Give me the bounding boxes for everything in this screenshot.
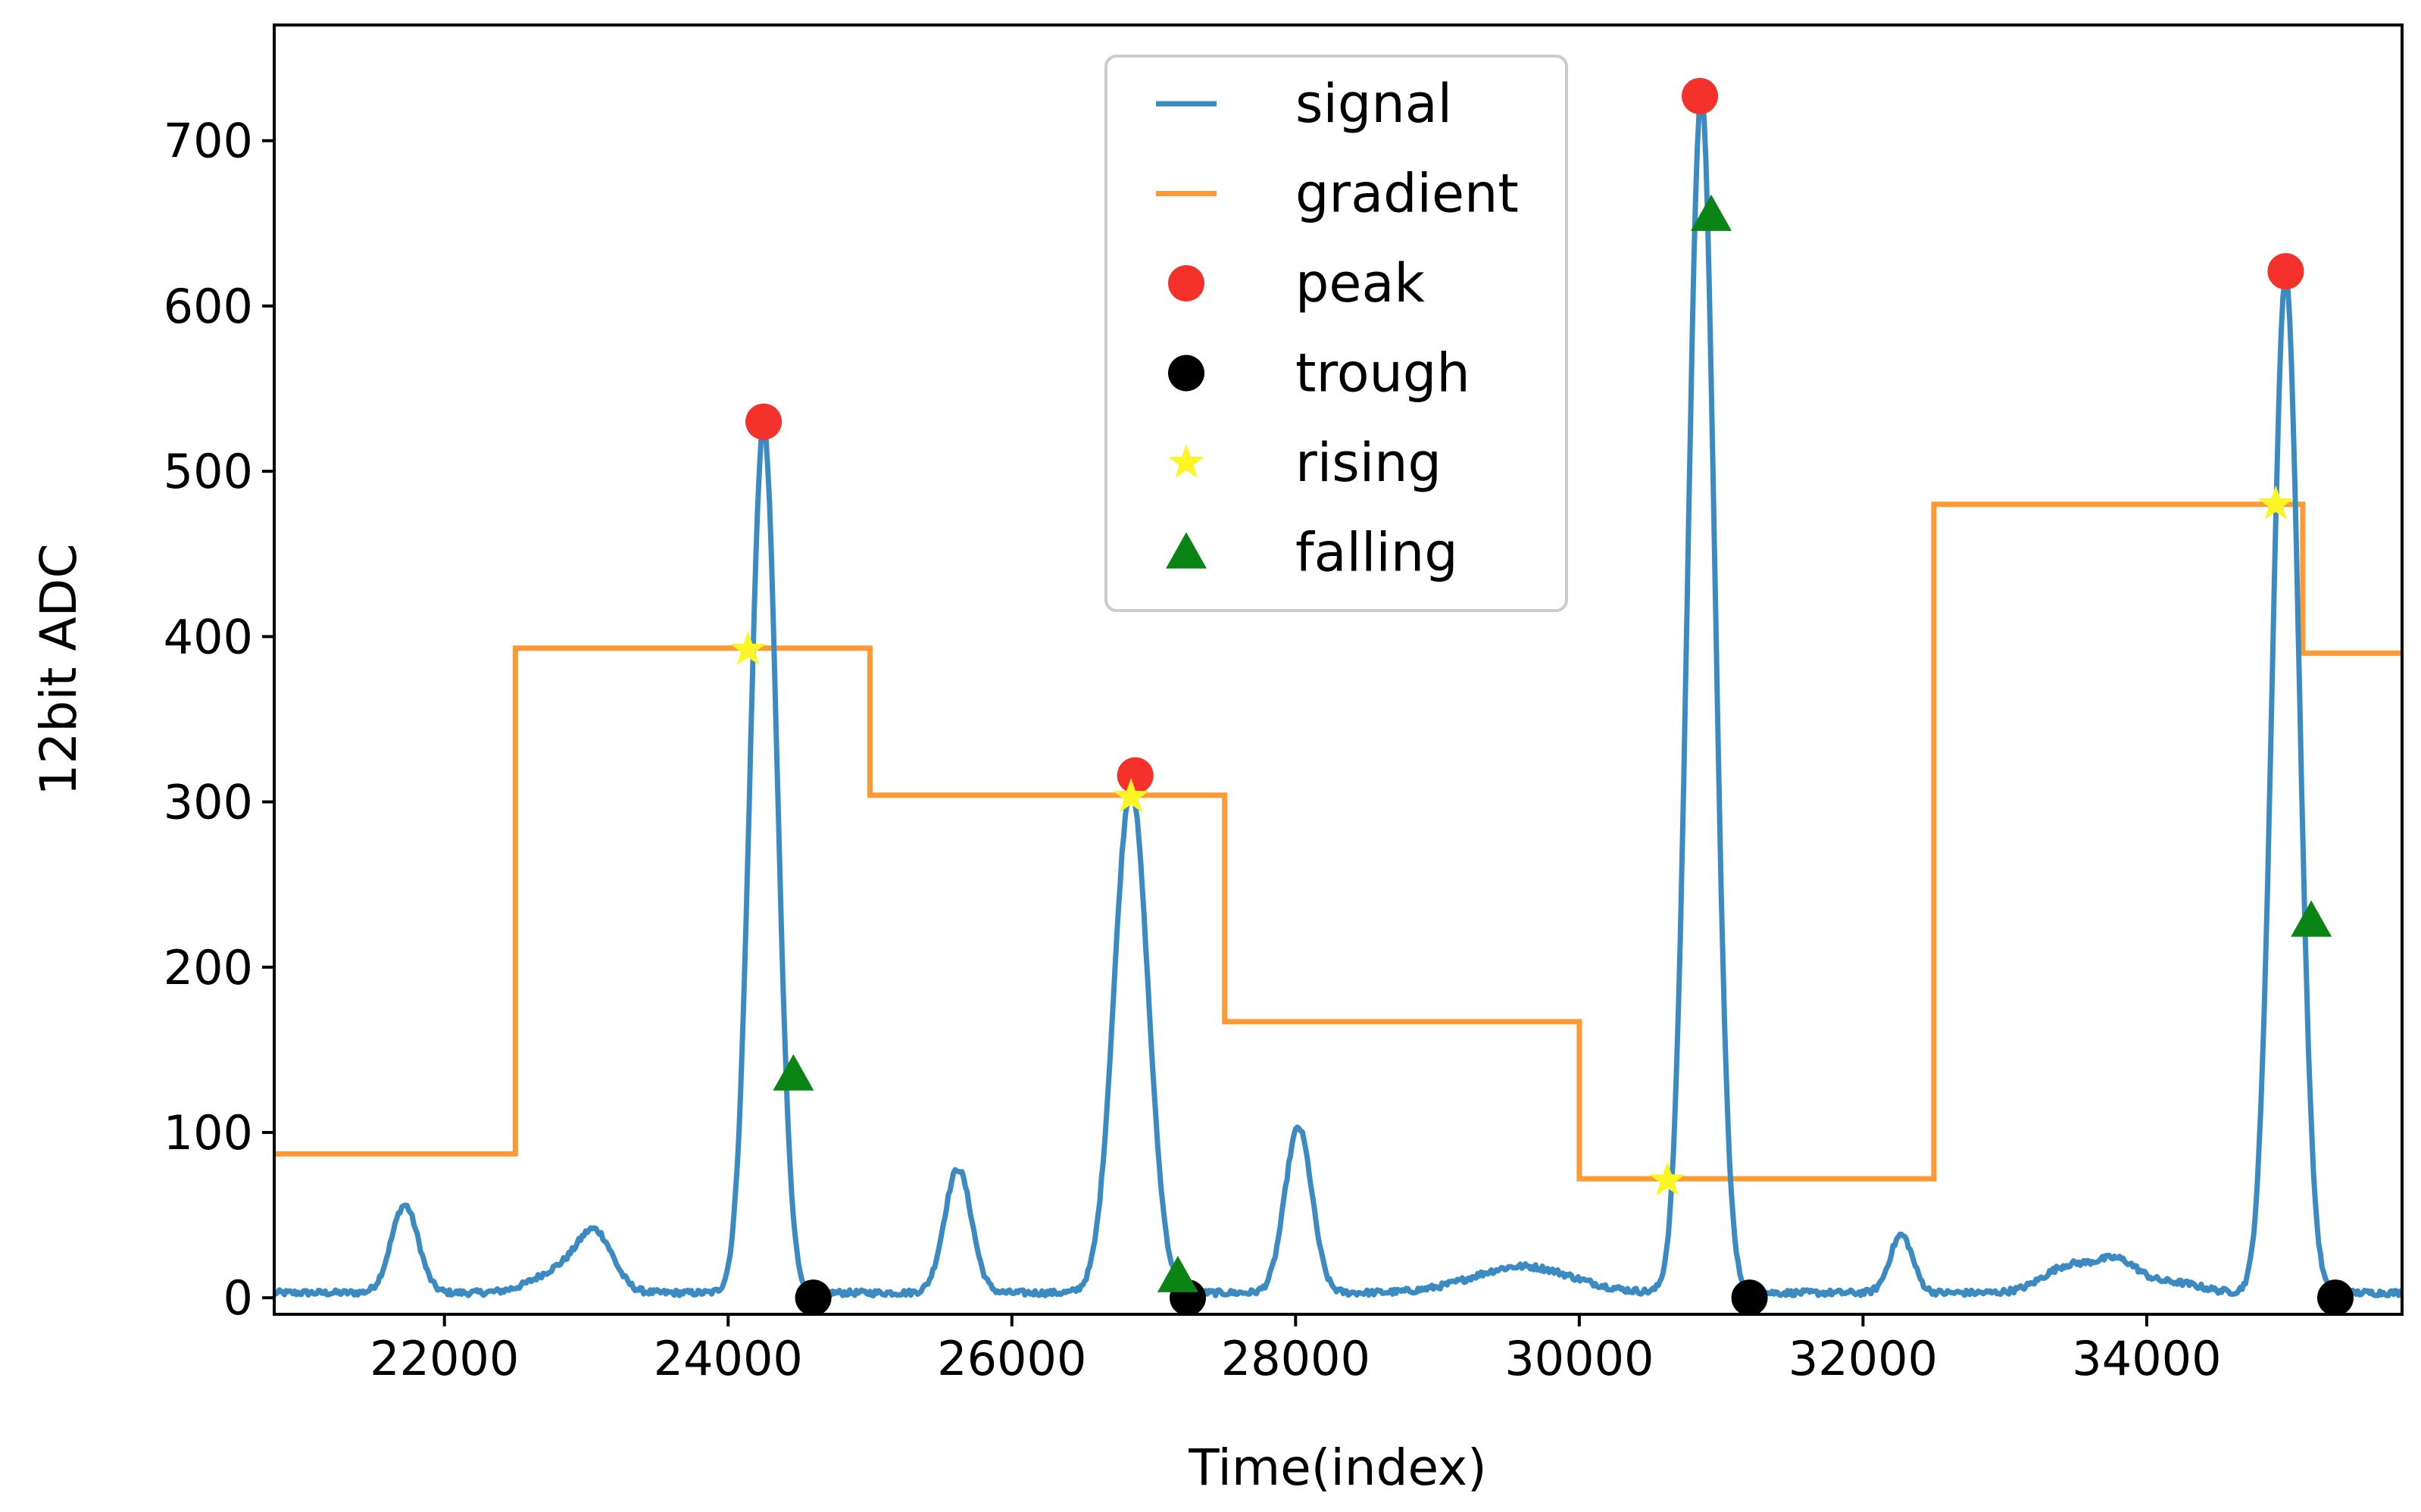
- y-tick-label: 100: [164, 1105, 253, 1161]
- legend-label: signal: [1295, 73, 1452, 135]
- trough-marker: [795, 1279, 832, 1314]
- rising-marker: [1113, 778, 1149, 813]
- legend-item-falling: falling: [1166, 522, 1458, 584]
- legend-item-trough: trough: [1168, 342, 1470, 405]
- peak-marker: [2267, 253, 2304, 290]
- markers-layer: [729, 77, 2354, 1314]
- legend-box: [1104, 55, 1568, 612]
- x-tick-label: 30000: [1504, 1331, 1654, 1386]
- x-tick-label: 32000: [1788, 1331, 1938, 1386]
- x-tick-label: 34000: [2072, 1331, 2221, 1386]
- y-tick-label: 200: [164, 940, 253, 995]
- y-axis-title: 12bit ADC: [30, 543, 88, 795]
- legend-swatch-falling: [1166, 532, 1207, 569]
- legend-swatch-peak: [1168, 265, 1204, 301]
- falling-marker: [1691, 194, 1732, 231]
- legend-label: trough: [1295, 342, 1470, 405]
- falling-marker: [2291, 900, 2332, 937]
- x-tick-label: 26000: [937, 1331, 1086, 1386]
- y-tick-label: 600: [164, 279, 253, 334]
- rising-marker: [2257, 485, 2294, 520]
- y-tick-label: 0: [223, 1270, 253, 1326]
- y-tick-label: 500: [164, 444, 253, 499]
- peak-marker: [1117, 757, 1154, 794]
- legend-label: rising: [1295, 432, 1442, 494]
- gradient-series-line: [274, 501, 2402, 1182]
- x-tick-label: 28000: [1221, 1331, 1370, 1386]
- legend-label: gradient: [1295, 163, 1519, 225]
- legend-label: falling: [1295, 522, 1458, 584]
- falling-marker: [773, 1054, 814, 1091]
- legend-label: peak: [1295, 252, 1425, 314]
- x-tick-label: 22000: [370, 1331, 519, 1386]
- x-tick-label: 24000: [654, 1331, 803, 1386]
- legend: signal gradient peak trough rising falling: [1104, 55, 1568, 612]
- signal-series-line: [274, 92, 2402, 1298]
- legend-item-gradient: gradient: [1156, 163, 1519, 225]
- y-tick-label: 700: [164, 114, 253, 169]
- plot-frame: [273, 23, 2404, 1316]
- legend-swatch-rising: [1168, 444, 1204, 479]
- rising-marker: [1649, 1161, 1685, 1196]
- y-tick-label: 300: [164, 775, 253, 830]
- legend-swatch-trough: [1168, 355, 1204, 392]
- x-axis-title: Time(index): [1188, 1439, 1487, 1497]
- y-axis: 0 100 200 300 400 500 600 700: [164, 114, 274, 1326]
- legend-item-peak: peak: [1168, 252, 1425, 314]
- falling-marker: [1157, 1255, 1198, 1292]
- y-tick-label: 400: [164, 609, 253, 664]
- x-axis: 22000 24000 26000 28000 30000 32000 34000: [370, 1314, 2222, 1386]
- trough-marker: [1731, 1279, 1768, 1314]
- peak-marker: [1682, 77, 1719, 114]
- legend-item-rising: rising: [1168, 432, 1442, 494]
- rising-marker: [729, 630, 767, 665]
- trough-marker: [2316, 1279, 2354, 1314]
- legend-item-signal: signal: [1156, 73, 1452, 135]
- peak-marker: [745, 403, 783, 440]
